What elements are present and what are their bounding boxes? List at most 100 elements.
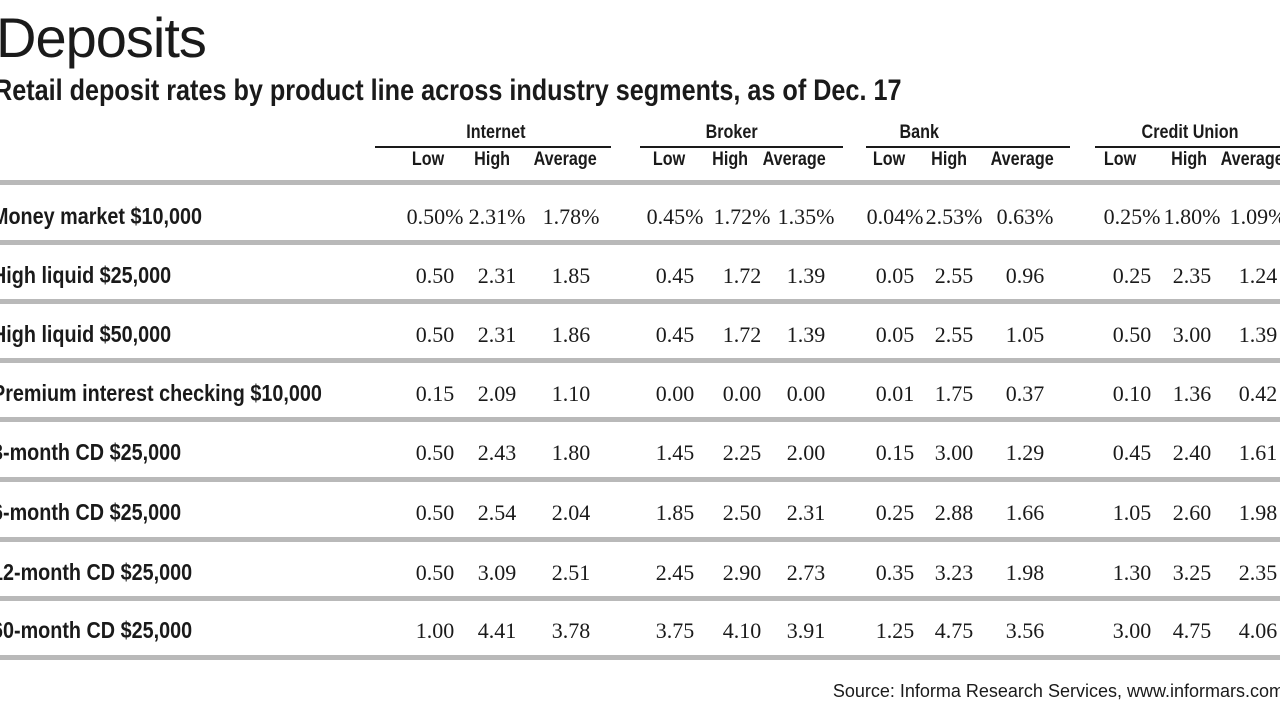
table-cell-bank-average: 1.29 [1005,440,1045,465]
table-cell-internet-average: 2.51 [551,560,591,585]
table-cell-bank-average: 0.37 [1005,381,1045,406]
table-cell-bank-low: 0.05 [875,322,915,347]
table-cell-internet-low: 0.50 [415,440,455,465]
row-separator [0,537,1280,542]
table-cell-broker-high: 0.00 [722,381,762,406]
row-label: 6-month CD $25,000 [0,499,182,525]
row-separator [0,655,1280,660]
table-cell-internet-low: 0.50 [415,322,455,347]
table-cell-broker-low: 0.45% [646,204,704,229]
table-cell-broker-average: 2.73 [786,560,826,585]
table-cell-bank-average: 1.05 [1005,322,1045,347]
table-cell-internet-low: 0.50% [406,204,464,229]
subheader-bank-low: Low [872,149,906,170]
table-cell-broker-high: 1.72% [713,204,771,229]
table-cell-broker-average: 2.31 [786,500,826,525]
table-cell-internet-average: 1.10 [551,381,591,406]
table-cell-broker-average: 1.35% [777,204,835,229]
row-label: 3-month CD $25,000 [0,439,182,465]
table-cell-broker-low: 3.75 [655,618,695,643]
table-cell-credit-union-high: 3.25 [1172,560,1212,585]
table-cell-internet-high: 2.43 [477,440,517,465]
group-header-internet: Internet [466,122,526,143]
table-cell-bank-average: 1.66 [1005,500,1045,525]
table-cell-internet-low: 0.50 [415,560,455,585]
table-cell-internet-high: 3.09 [477,560,517,585]
table-cell-bank-high: 2.53% [925,204,983,229]
table-cell-broker-high: 2.90 [722,560,762,585]
table-cell-credit-union-low: 1.05 [1112,500,1152,525]
subheader-internet-low: Low [411,149,445,170]
page-title: Deposits [0,6,207,69]
table-cell-bank-high: 2.88 [934,500,974,525]
table-cell-credit-union-average: 1.61 [1238,440,1278,465]
table-cell-broker-average: 0.00 [786,381,826,406]
subheader-broker-low: Low [652,149,686,170]
table-cell-credit-union-high: 2.60 [1172,500,1212,525]
row-label: 12-month CD $25,000 [0,559,193,585]
table-cell-bank-low: 0.01 [875,381,915,406]
table-cell-credit-union-average: 1.09% [1229,204,1280,229]
table-cell-internet-average: 1.80 [551,440,591,465]
group-rule-broker [640,146,843,148]
table-cell-broker-high: 4.10 [722,618,762,643]
table-cell-credit-union-high: 1.36 [1172,381,1212,406]
row-separator [0,299,1280,304]
table-cell-credit-union-low: 0.50 [1112,322,1152,347]
row-label: 60-month CD $25,000 [0,617,193,643]
group-rule-bank [866,146,1070,148]
group-header-credit-union: Credit Union [1141,122,1239,143]
table-cell-broker-average: 1.39 [786,263,826,288]
table-cell-broker-high: 1.72 [722,322,762,347]
table-cell-bank-average: 1.98 [1005,560,1045,585]
table-cell-credit-union-average: 2.35 [1238,560,1278,585]
group-header-broker: Broker [705,122,758,143]
table-cell-bank-average: 3.56 [1005,618,1045,643]
row-label: High liquid $25,000 [0,262,172,288]
subheader-broker-high: High [712,149,749,170]
table-cell-credit-union-average: 4.06 [1238,618,1278,643]
row-separator [0,417,1280,422]
subheader-broker-average: Average [762,149,826,170]
row-label: Money market $10,000 [0,203,203,229]
table-cell-bank-low: 0.25 [875,500,915,525]
row-label: High liquid $50,000 [0,321,172,347]
table-cell-credit-union-high: 1.80% [1163,204,1221,229]
table-cell-internet-low: 0.15 [415,381,455,406]
table-cell-broker-average: 1.39 [786,322,826,347]
table-cell-credit-union-low: 0.10 [1112,381,1152,406]
table-cell-bank-average: 0.96 [1005,263,1045,288]
group-rule-credit-union [1095,146,1280,148]
table-cell-bank-high: 3.23 [934,560,974,585]
table-cell-broker-low: 2.45 [655,560,695,585]
table-cell-broker-high: 2.25 [722,440,762,465]
row-label: Premium interest checking $10,000 [0,380,322,406]
table-cell-internet-average: 1.78% [542,204,600,229]
table-cell-internet-average: 1.85 [551,263,591,288]
group-rule-internet [375,146,611,148]
table-cell-internet-average: 3.78 [551,618,591,643]
table-cell-bank-high: 2.55 [934,322,974,347]
subheader-internet-average: Average [533,149,597,170]
row-separator [0,240,1280,245]
table-cell-credit-union-average: 0.42 [1238,381,1278,406]
table-cell-internet-high: 2.54 [477,500,517,525]
table-cell-credit-union-average: 1.24 [1238,263,1278,288]
table-cell-internet-high: 4.41 [477,618,517,643]
table-cell-credit-union-high: 4.75 [1172,618,1212,643]
table-cell-credit-union-average: 1.39 [1238,322,1278,347]
table-cell-bank-average: 0.63% [996,204,1054,229]
table-cell-credit-union-low: 0.25% [1103,204,1161,229]
table-cell-bank-low: 0.05 [875,263,915,288]
table-cell-internet-average: 2.04 [551,500,591,525]
table-cell-bank-high: 1.75 [934,381,974,406]
table-cell-credit-union-high: 2.35 [1172,263,1212,288]
table-cell-broker-low: 0.45 [655,263,695,288]
table-cell-credit-union-high: 3.00 [1172,322,1212,347]
table-cell-internet-low: 1.00 [415,618,455,643]
row-separator [0,596,1280,601]
row-separator [0,477,1280,482]
table-cell-broker-low: 0.45 [655,322,695,347]
table-cell-internet-average: 1.86 [551,322,591,347]
group-header-bank: Bank [899,122,939,143]
